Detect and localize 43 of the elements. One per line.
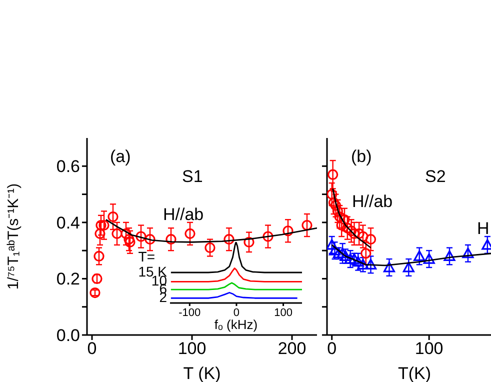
- x-tick-label: 0: [327, 339, 337, 358]
- annotation: H//ab: [163, 205, 204, 224]
- point: [136, 231, 146, 242]
- y-tick-label: 0.2: [56, 270, 80, 289]
- legend-title: T=: [138, 248, 155, 264]
- point: [262, 231, 274, 242]
- annotation: S2: [425, 167, 446, 186]
- point: [166, 234, 176, 245]
- x-tick-label: 0: [87, 339, 97, 358]
- point: [402, 262, 414, 272]
- point: [383, 262, 396, 272]
- x-tick-label: 100: [178, 339, 206, 358]
- x-tick-label: 100: [274, 306, 292, 319]
- point: [184, 228, 196, 239]
- point: [364, 258, 377, 270]
- y-tick-label: 0.0: [56, 326, 80, 346]
- y-axis-title: 1/⁷⁵T₁ᵃᵇT(s⁻¹K⁻¹): [4, 183, 22, 290]
- point: [444, 250, 456, 261]
- annotation: (b): [351, 147, 372, 166]
- y-tick-label: 0.4: [56, 213, 80, 232]
- x-tick-label: -100: [178, 306, 201, 319]
- x-tick-label: 200: [278, 339, 306, 358]
- annotation: H//ab: [352, 192, 393, 211]
- point: [244, 236, 254, 248]
- point: [224, 234, 234, 245]
- point: [204, 242, 216, 254]
- point: [328, 244, 341, 256]
- point: [144, 234, 156, 245]
- x-tick-label: 100: [414, 339, 444, 358]
- x-tick-label: 0: [233, 306, 240, 319]
- y-tick-label: 0.6: [56, 157, 80, 176]
- point: [414, 250, 426, 261]
- point: [282, 226, 294, 236]
- annotation: S1: [182, 167, 203, 186]
- x-axis-title: fₒ (kHz): [214, 317, 258, 332]
- point: [94, 250, 104, 262]
- point: [302, 220, 312, 231]
- annotation: H: [477, 219, 490, 238]
- point: [423, 253, 435, 264]
- point: [328, 169, 338, 180]
- annotation: (a): [110, 147, 131, 166]
- point: [365, 234, 376, 245]
- point: [462, 248, 474, 258]
